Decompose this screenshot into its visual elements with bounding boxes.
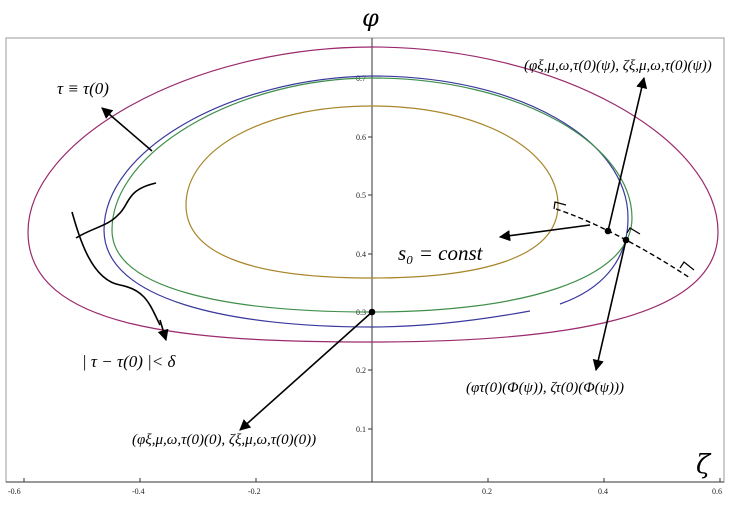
x-tick-label: -0.6 bbox=[8, 487, 21, 496]
arrow-right-point bbox=[592, 239, 627, 372]
right-angle-marker bbox=[626, 227, 641, 235]
x-ticks: -0.6 -0.4 -0.2 0.2 0.4 0.6 bbox=[8, 478, 722, 496]
bottom-left-point-label: (φξ,μ,ω,τ(0)(0), ζξ,μ,ω,τ(0)(0)) bbox=[132, 432, 316, 448]
vertical-axis-label: φ bbox=[362, 4, 379, 32]
x-tick-label: -0.2 bbox=[248, 487, 261, 496]
y-tick-label: 0.6 bbox=[356, 133, 366, 142]
bracket-curve-upper bbox=[75, 182, 157, 239]
right-point-label: (φτ(0)(Φ(ψ)), ζτ(0)(Φ(ψ))) bbox=[466, 380, 624, 396]
x-tick-label: 0.6 bbox=[712, 487, 722, 496]
inner-closed-orbit bbox=[185, 105, 559, 279]
tau-neighborhood-label: | τ − τ(0) |< δ bbox=[82, 352, 177, 371]
arrow-s0 bbox=[498, 224, 591, 242]
blue-trajectory bbox=[103, 75, 629, 328]
tau-equality-label: τ ≡ τ(0) bbox=[57, 79, 109, 98]
horizontal-axis-label: ζ bbox=[696, 450, 712, 480]
y-tick-label: 0.1 bbox=[356, 425, 366, 434]
arrow-bottom-left bbox=[239, 311, 373, 431]
y-ticks: 0.1 0.2 0.3 0.4 0.5 0.6 0.7 bbox=[356, 74, 372, 434]
green-trajectory bbox=[111, 77, 633, 313]
outer-closed-orbit bbox=[27, 46, 719, 343]
x-tick-label: -0.4 bbox=[132, 487, 145, 496]
y-tick-label: 0.5 bbox=[356, 191, 366, 200]
x-tick-label: 0.2 bbox=[482, 487, 492, 496]
plot-frame bbox=[5, 37, 725, 483]
arrow-tau-delta bbox=[157, 319, 169, 342]
arrow-top-right bbox=[607, 76, 648, 232]
arrow-tau bbox=[101, 107, 153, 152]
y-tick-label: 0.2 bbox=[356, 366, 366, 375]
transversal-section bbox=[555, 208, 691, 279]
top-right-point-label: (φξ,μ,ω,τ(0)(ψ), ζξ,μ,ω,τ(0)(ψ)) bbox=[524, 58, 712, 74]
s0-const-label: s₀ = const bbox=[398, 241, 484, 265]
right-angle-marker bbox=[679, 261, 695, 271]
bracket-curve-lower bbox=[71, 211, 161, 326]
y-tick-label: 0.4 bbox=[356, 250, 366, 259]
x-tick-label: 0.4 bbox=[598, 487, 608, 496]
right-angle-marker bbox=[553, 201, 567, 210]
